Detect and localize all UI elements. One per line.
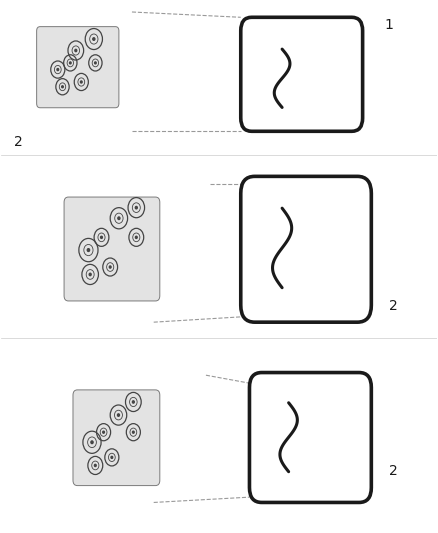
Text: 2: 2: [389, 299, 398, 313]
FancyBboxPatch shape: [37, 27, 119, 108]
Circle shape: [89, 273, 91, 276]
Circle shape: [93, 38, 95, 41]
Circle shape: [75, 50, 77, 52]
Circle shape: [95, 464, 96, 466]
Text: 2: 2: [389, 464, 398, 478]
Circle shape: [95, 62, 96, 64]
Circle shape: [87, 249, 90, 252]
Circle shape: [135, 206, 137, 209]
Circle shape: [110, 266, 111, 268]
Circle shape: [135, 236, 137, 238]
Circle shape: [133, 431, 134, 433]
Circle shape: [62, 86, 64, 88]
Circle shape: [117, 414, 120, 416]
Circle shape: [101, 236, 102, 238]
Circle shape: [81, 81, 82, 83]
Circle shape: [70, 62, 71, 64]
Circle shape: [118, 217, 120, 220]
FancyBboxPatch shape: [64, 197, 160, 301]
Text: 1: 1: [385, 18, 393, 33]
Circle shape: [111, 456, 113, 458]
Circle shape: [57, 69, 59, 70]
FancyBboxPatch shape: [73, 390, 160, 486]
Text: 2: 2: [14, 135, 23, 149]
Circle shape: [132, 401, 134, 403]
Circle shape: [103, 431, 104, 433]
Circle shape: [91, 441, 93, 443]
